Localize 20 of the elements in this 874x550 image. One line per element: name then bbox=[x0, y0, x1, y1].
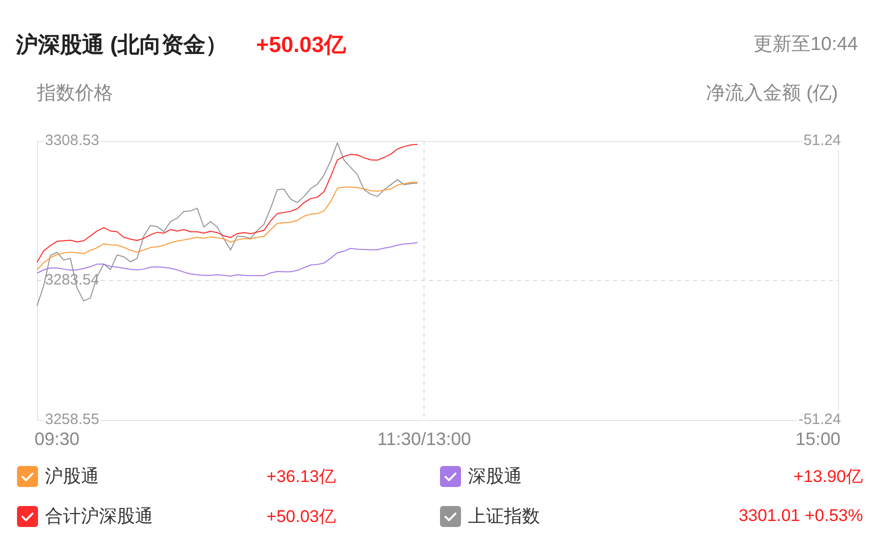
text: 3301.01 +0.53% bbox=[738, 506, 863, 526]
legend-label: 深股通 bbox=[468, 465, 522, 488]
y2-axis-title: 净流入金额 (亿) bbox=[706, 82, 838, 106]
chart-title: 沪深股通 (北向资金） bbox=[16, 31, 228, 59]
y-tick-label: 3258.55 bbox=[45, 411, 100, 428]
text: +50.03亿 bbox=[266, 506, 336, 528]
x-tick-label: 09:30 bbox=[34, 428, 80, 449]
legend-label: 上证指数 bbox=[468, 505, 540, 528]
x-tick-label: 11:30/13:00 bbox=[377, 428, 472, 449]
legend-label: 合计沪深股通 bbox=[45, 505, 153, 528]
y-axis-title: 指数价格 bbox=[37, 82, 113, 106]
x-tick-label: 15:00 bbox=[795, 428, 840, 449]
text: +36.13亿 bbox=[266, 466, 336, 488]
y2-tick-label: -51.24 bbox=[798, 411, 841, 428]
text: +13.90亿 bbox=[794, 466, 863, 488]
text: 更新至10:44 bbox=[753, 33, 858, 57]
y-tick-label: 3308.53 bbox=[45, 132, 100, 150]
legend-label: 沪股通 bbox=[45, 465, 99, 488]
text: +50.03亿 bbox=[256, 31, 346, 59]
y2-tick-label: 51.24 bbox=[803, 132, 841, 150]
